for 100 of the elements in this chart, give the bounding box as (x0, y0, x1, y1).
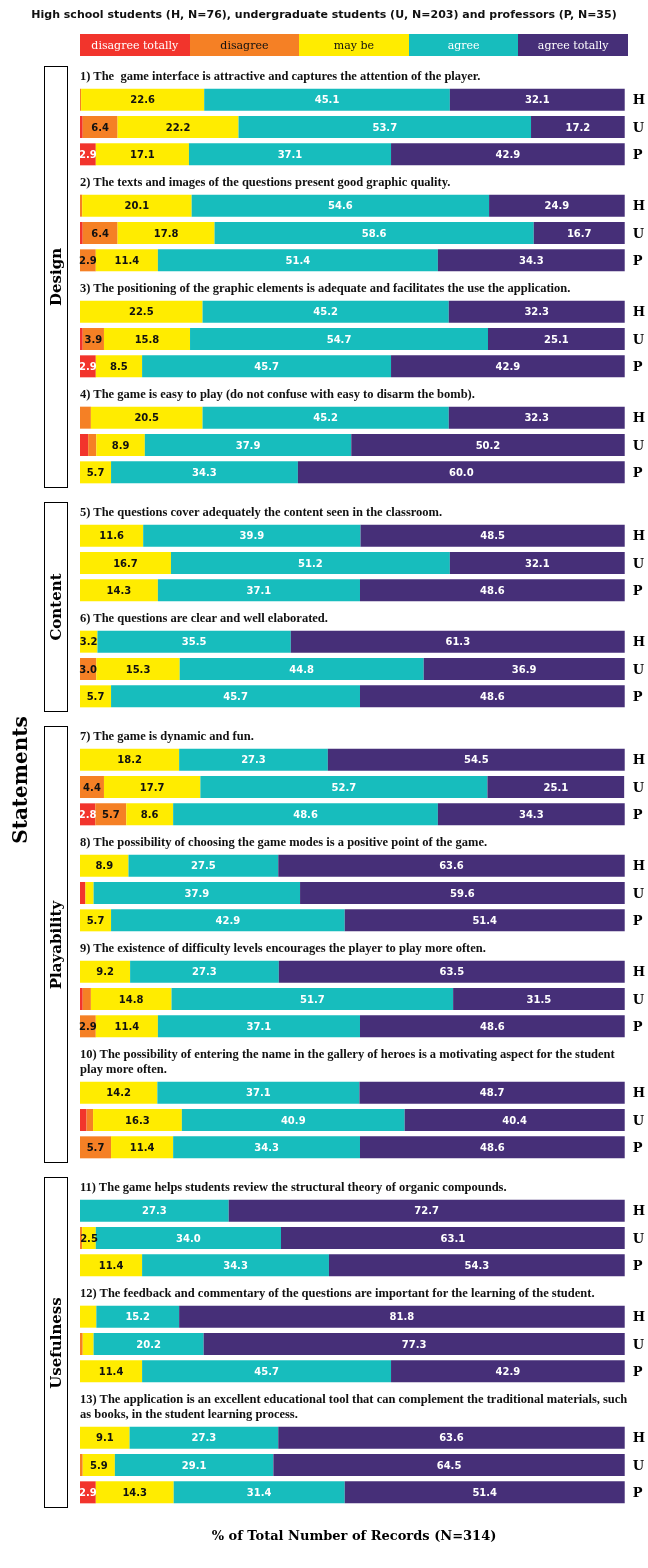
bar (82, 988, 91, 1010)
bar (359, 1136, 625, 1159)
data-label: 53.7 (372, 121, 398, 133)
data-label: 11.4 (98, 1365, 124, 1377)
bar (88, 434, 97, 456)
bar (351, 434, 625, 456)
bar (80, 1199, 229, 1222)
data-label: 40.4 (502, 1114, 528, 1126)
data-label: 34.3 (518, 254, 544, 266)
bar (290, 630, 625, 653)
bar (103, 776, 201, 798)
data-label: 42.9 (495, 148, 521, 160)
bar (111, 1136, 174, 1159)
data-label: 51.4 (472, 1486, 498, 1498)
y-tick-label: P (632, 1363, 643, 1379)
data-label: 42.9 (215, 914, 241, 926)
text: disagree totally (80, 34, 190, 56)
data-label: 34.3 (254, 1141, 279, 1153)
data-label: 15.3 (125, 663, 151, 675)
data-label: 42.9 (495, 360, 521, 372)
bar (391, 355, 625, 378)
y-tick-label: U (632, 555, 645, 571)
bar (214, 222, 534, 244)
bar (188, 143, 392, 166)
chart-subtitle: 9) The existence of difficulty levels encourages the player to play more often. (80, 940, 487, 956)
bar (111, 909, 345, 932)
data-label: 35.5 (181, 636, 207, 648)
y-tick-label: P (632, 1257, 643, 1273)
chart-subtitle: 12) The feedback and commentary of the questions are important for the learning of the student. (80, 1285, 596, 1301)
data-label: 72.7 (414, 1205, 440, 1217)
data-label: 27.3 (192, 966, 217, 978)
data-label: 48.6 (480, 1020, 505, 1032)
chart-title: High school students (H, N=76), undergraduate students (U, N=203) and professors (P, N=35) (30, 8, 618, 21)
bar (80, 988, 83, 1010)
y-tick-label: H (632, 92, 646, 108)
y-axis-title: Playability (47, 900, 65, 989)
y-tick-label: U (632, 991, 645, 1007)
data-label: 58.6 (361, 227, 387, 239)
bar (391, 143, 625, 166)
bar (489, 194, 625, 217)
bar (80, 579, 158, 602)
bar (173, 1136, 360, 1159)
bar (453, 988, 625, 1010)
bar (80, 1333, 83, 1355)
bar (202, 406, 449, 429)
data-label: 54.7 (326, 333, 352, 345)
bar (300, 882, 625, 904)
bar (126, 803, 174, 826)
bar (80, 1305, 97, 1328)
bar (128, 854, 279, 877)
data-label: 3.2 (79, 636, 98, 648)
data-label: 9.2 (96, 966, 114, 978)
bar (97, 630, 291, 653)
bar (80, 328, 83, 350)
data-label: 34.3 (518, 808, 544, 820)
data-label: 48.6 (480, 584, 505, 596)
bar (142, 1360, 392, 1383)
bar (142, 1254, 329, 1277)
y-tick-label: H (632, 1085, 646, 1101)
y-tick-label: U (632, 437, 645, 453)
data-label: 2.9 (79, 360, 97, 372)
y-tick-label: P (632, 358, 643, 374)
data-label: 25.1 (543, 781, 569, 793)
data-label: 45.7 (223, 690, 248, 702)
bar (281, 1227, 625, 1249)
bar (179, 1305, 625, 1328)
data-label: 34.3 (192, 466, 217, 478)
y-tick-label: U (632, 1457, 645, 1473)
data-label: 3.9 (84, 333, 103, 345)
bar (144, 434, 352, 456)
data-label: 34.3 (223, 1259, 248, 1271)
chart-subtitle: 13) The application is an excellent educational tool that can complement the traditional materials, such as books, in the student learning process. (80, 1391, 629, 1422)
y-tick-label: P (632, 146, 643, 162)
bar (103, 328, 191, 350)
y-tick-label: U (632, 779, 645, 795)
data-label: 52.7 (331, 781, 357, 793)
data-label: 48.6 (480, 1141, 505, 1153)
bar (80, 222, 83, 244)
bar (80, 1081, 158, 1104)
bar (278, 854, 625, 877)
chart-subtitle: 5) The questions cover adequately the content seen in the classroom. (80, 504, 444, 520)
data-label: 45.2 (313, 412, 339, 424)
data-label: 16.7 (113, 557, 138, 569)
bar (80, 300, 203, 323)
data-label: 37.1 (246, 1020, 272, 1032)
data-label: 14.8 (118, 993, 144, 1005)
bar (359, 1081, 625, 1104)
bar (111, 685, 360, 708)
data-label: 59.6 (450, 887, 475, 899)
chart-subtitle: 6) The questions are clear and well elaborated. (80, 610, 329, 626)
data-label: 5.7 (86, 914, 105, 926)
data-label: 5.9 (89, 1459, 108, 1471)
y-tick-label: P (632, 1484, 643, 1500)
data-label: 36.9 (511, 663, 537, 675)
y-tick-label: P (632, 912, 643, 928)
y-tick-label: U (632, 119, 645, 135)
chart-subtitle: 4) The game is easy to play (do not confuse with easy to disarm the bomb). (80, 386, 476, 402)
y-tick-label: U (632, 885, 645, 901)
bar (448, 406, 625, 429)
chart-subtitle: 2) The texts and images of the questions present good graphic quality. (80, 174, 452, 190)
